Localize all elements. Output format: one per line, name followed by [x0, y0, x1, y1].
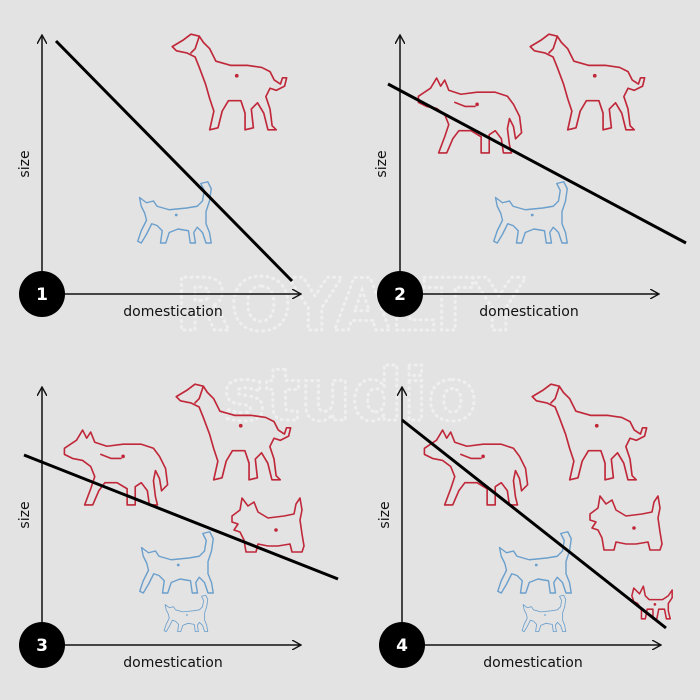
trend-line [54, 39, 294, 283]
y-axis-label: size [377, 501, 393, 528]
panel-number: 1 [36, 285, 48, 305]
wolf-icon [417, 77, 523, 154]
wolf-icon [423, 429, 529, 506]
hound-icon [531, 383, 648, 481]
panel-number: 4 [396, 636, 408, 656]
trend-line [401, 418, 667, 630]
cat-icon [137, 181, 212, 244]
y-axis-label: size [17, 501, 33, 528]
panel-number: 2 [394, 285, 406, 305]
panel-number-badge [377, 271, 423, 317]
panel-4: size domestication 4 [377, 383, 673, 671]
y-axis-label: size [17, 150, 33, 177]
watermark-line-2: studio [223, 353, 477, 437]
trend-line [387, 82, 687, 245]
trend-line [23, 453, 339, 581]
panel-number: 3 [36, 636, 48, 656]
panel-number-badge [19, 271, 65, 317]
panel-3: size domestication 3 [17, 383, 339, 671]
x-axis-label: domestication [483, 655, 582, 671]
x-axis-label: domestication [479, 304, 578, 320]
hound-icon [529, 33, 646, 131]
hound-icon [171, 33, 288, 131]
panel-2: size domestication 2 [374, 33, 687, 320]
terrier-icon [589, 495, 663, 551]
terrier-icon [231, 497, 305, 553]
cat-icon [493, 181, 568, 244]
wolf-icon [63, 429, 169, 506]
x-axis-label: domestication [123, 655, 222, 671]
y-axis-label: size [374, 150, 390, 177]
panel-number-badge [19, 622, 65, 668]
cat-icon [139, 531, 214, 594]
cat-icon [497, 531, 572, 594]
kitten-icon [521, 594, 567, 633]
watermark: ROYALTY studio [173, 262, 527, 439]
kitten-icon [163, 594, 209, 633]
panel-number-badge [379, 622, 425, 668]
chihuahua-icon [631, 585, 673, 620]
panel-1: size domestication 1 [17, 33, 300, 320]
x-axis-label: domestication [123, 304, 222, 320]
watermark-line-1: ROYALTY [175, 263, 526, 347]
